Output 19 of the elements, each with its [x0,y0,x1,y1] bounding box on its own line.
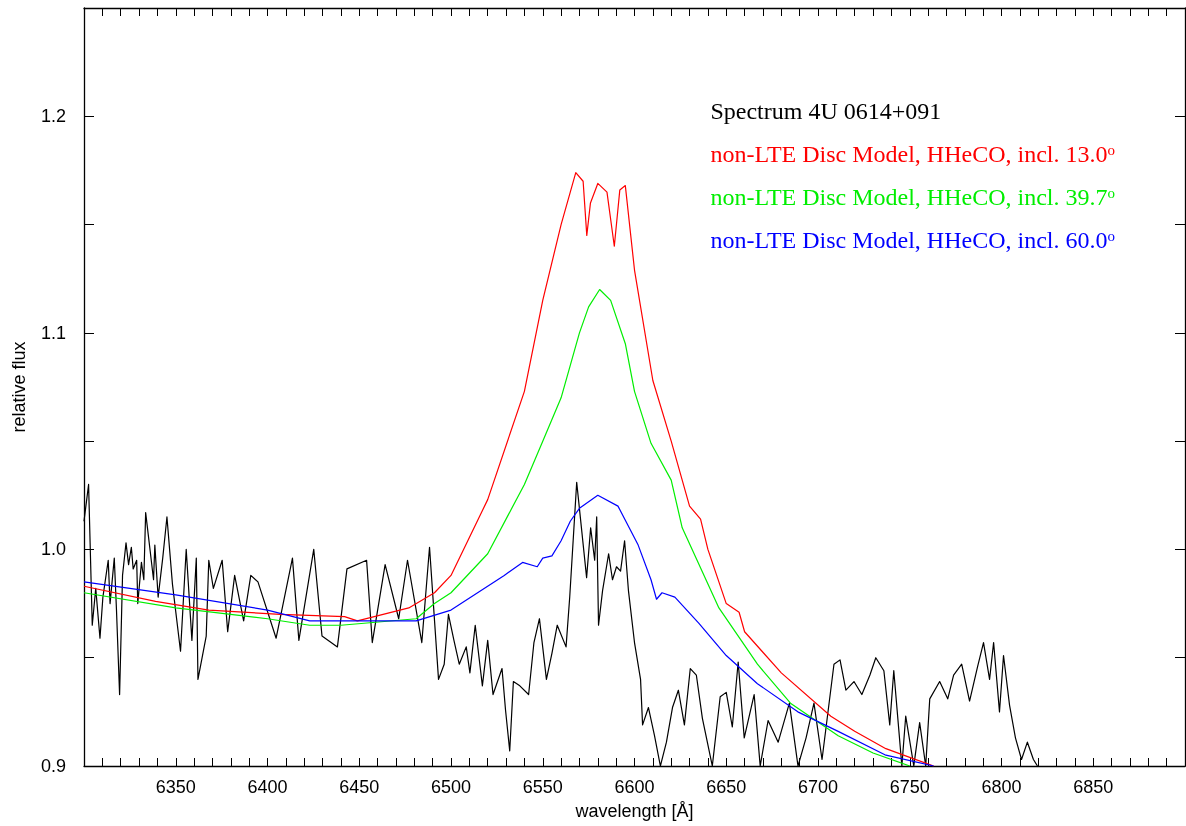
y-tick-label: 1.0 [40,539,66,560]
x-tick-label: 6800 [981,777,1022,797]
y-axis-title: relative flux [9,341,29,433]
line-series [83,288,911,767]
y-tick-label: 1.1 [40,322,66,343]
text: Spectrum 4U 0614+091 [710,98,942,124]
x-tick-label: 6650 [706,777,747,797]
x-tick-label: 6500 [430,777,472,797]
x-tick-label: 6850 [1073,777,1114,797]
x-tick-label: 6450 [339,777,380,797]
y-tick-label: 0.9 [40,756,66,776]
x-tick-label: 6350 [155,777,196,797]
x-axis-title: wavelength [Å] [574,801,694,821]
x-tick-label: 6600 [614,777,655,797]
x-tick-label: 6700 [797,777,839,797]
x-tick-label: 6400 [247,777,288,797]
y-tick-label: 1.2 [40,106,66,127]
x-tick-label: 6750 [889,777,930,797]
x-tick-label: 6550 [522,777,563,797]
